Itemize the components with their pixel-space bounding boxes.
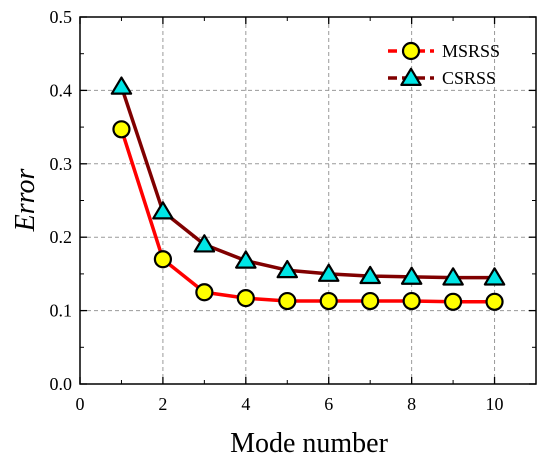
data-point	[483, 267, 506, 286]
data-point	[317, 263, 340, 282]
y-tick-label: 0.1	[50, 301, 73, 321]
data-point	[485, 292, 504, 311]
x-tick-label: 0	[76, 394, 85, 414]
x-tick-label: 10	[486, 394, 504, 414]
x-tick-label: 8	[407, 394, 416, 414]
data-point	[443, 292, 463, 311]
series-line	[119, 128, 495, 304]
x-tick-label: 6	[324, 394, 333, 414]
y-tick-label: 0.4	[50, 80, 73, 100]
axis-ticks	[79, 16, 536, 385]
data-point	[442, 267, 464, 286]
y-tick-label: 0.2	[50, 227, 73, 247]
series-csrss	[110, 76, 506, 286]
x-tick-label: 2	[158, 394, 167, 414]
y-tick-label: 0.3	[50, 154, 73, 174]
tick-labels: 0 2 4 6 8 10 0.0 0.1 0.2 0.3 0.4 0.5	[50, 7, 504, 414]
data-point	[152, 201, 174, 220]
data-point	[400, 266, 423, 285]
data-point	[235, 250, 257, 269]
data-point	[110, 76, 133, 95]
legend-label-msrss: MSRSS	[442, 41, 500, 61]
y-tick-label: 0.0	[50, 374, 73, 394]
legend-marker-msrss	[401, 41, 421, 61]
series-line	[119, 86, 495, 280]
y-axis-title: Error	[10, 169, 41, 233]
data-point	[276, 259, 299, 279]
y-tick-label: 0.5	[50, 7, 73, 27]
data-point	[402, 291, 421, 311]
data-point	[361, 291, 380, 311]
legend-marker-csrss	[400, 67, 422, 87]
grid-lines	[80, 17, 536, 384]
data-point	[236, 289, 255, 308]
series-layer	[110, 76, 506, 311]
data-point	[153, 250, 173, 269]
x-tick-label: 4	[241, 394, 250, 414]
legend: MSRSS CSRSS	[388, 41, 500, 88]
x-axis-title: Mode number	[230, 428, 389, 459]
legend-label-csrss: CSRSS	[442, 68, 496, 88]
data-point	[195, 283, 214, 302]
series-msrss	[112, 120, 504, 311]
data-point	[278, 291, 297, 311]
data-point	[359, 265, 381, 285]
data-point	[319, 291, 338, 311]
data-point	[112, 120, 131, 139]
data-point	[193, 234, 216, 253]
